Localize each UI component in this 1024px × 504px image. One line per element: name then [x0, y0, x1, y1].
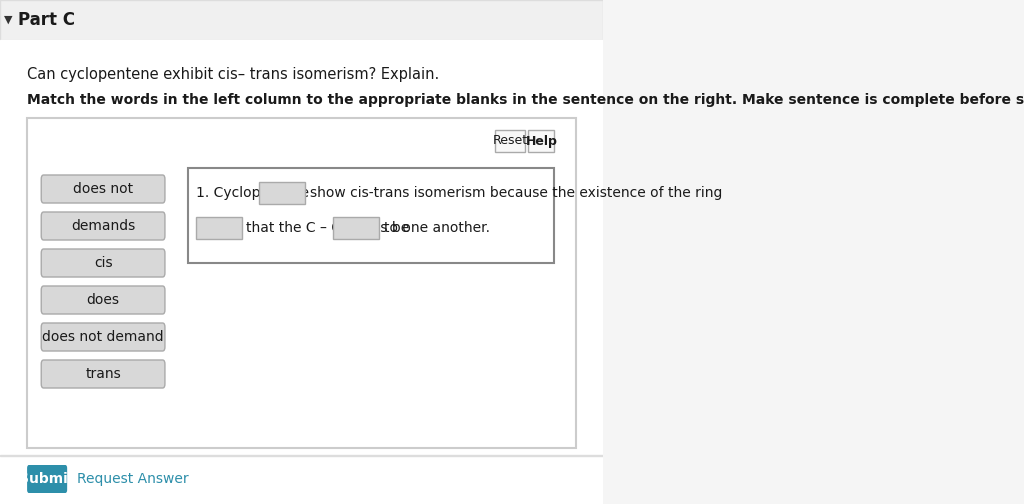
Text: Match the words in the left column to the appropriate blanks in the sentence on : Match the words in the left column to th…	[27, 93, 1024, 107]
Bar	[334, 217, 379, 239]
Bar	[188, 168, 554, 263]
Bar	[0, 455, 603, 456]
FancyBboxPatch shape	[41, 249, 165, 277]
Text: Help: Help	[525, 135, 557, 148]
Bar	[259, 182, 305, 204]
Text: cis: cis	[94, 256, 113, 270]
Text: does: does	[87, 293, 120, 307]
FancyBboxPatch shape	[41, 360, 165, 388]
Text: Submit: Submit	[19, 472, 75, 486]
Bar	[27, 118, 577, 448]
Bar	[495, 130, 525, 152]
Text: does not demand: does not demand	[42, 330, 164, 344]
Text: demands: demands	[71, 219, 135, 233]
Text: Request Answer: Request Answer	[77, 472, 188, 486]
Text: Can cyclopentene exhibit cis– trans isomerism? Explain.: Can cyclopentene exhibit cis– trans isom…	[27, 68, 439, 83]
FancyBboxPatch shape	[41, 323, 165, 351]
Text: to one another.: to one another.	[384, 221, 490, 235]
Text: does not: does not	[73, 182, 133, 196]
FancyBboxPatch shape	[41, 286, 165, 314]
Text: trans: trans	[85, 367, 121, 381]
Text: Part C: Part C	[17, 11, 75, 29]
Text: show cis-trans isomerism because the existence of the ring: show cis-trans isomerism because the exi…	[310, 186, 722, 200]
Text: that the C – C bonds be: that the C – C bonds be	[246, 221, 410, 235]
Bar	[528, 130, 554, 152]
Text: 1. Cyclopentene: 1. Cyclopentene	[196, 186, 308, 200]
Bar	[0, 0, 603, 40]
Bar	[196, 217, 242, 239]
FancyBboxPatch shape	[41, 212, 165, 240]
FancyBboxPatch shape	[41, 175, 165, 203]
Text: ▼: ▼	[4, 15, 12, 25]
FancyBboxPatch shape	[27, 465, 68, 493]
Text: Reset: Reset	[493, 135, 527, 148]
